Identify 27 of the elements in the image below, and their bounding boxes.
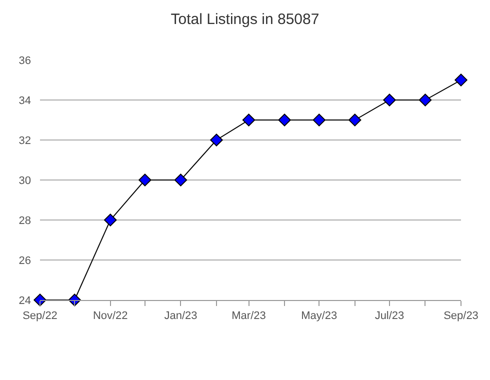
point: [348, 114, 362, 126]
y-tick-label: 24: [18, 294, 31, 307]
x-tick-label: Sep/23: [444, 310, 478, 322]
y-tick-label: 36: [18, 54, 31, 67]
point: [383, 94, 396, 106]
point: [418, 94, 432, 106]
point: [278, 114, 291, 126]
y-tick-label: 28: [18, 214, 31, 227]
point: [242, 114, 256, 126]
point: [174, 174, 188, 186]
point: [34, 294, 46, 306]
x-tick-label: Jan/23: [164, 310, 198, 322]
point: [138, 174, 152, 186]
point: [104, 214, 117, 226]
y-tick-label: 34: [18, 94, 31, 107]
y-tick-label: 30: [18, 174, 31, 187]
chart-title: Total Listings in 85087: [170, 10, 320, 28]
point: [210, 134, 223, 146]
point: [312, 114, 326, 126]
point: [454, 74, 468, 86]
x-tick-label: Nov/22: [92, 310, 128, 322]
x-tick-label: Mar/23: [232, 310, 266, 322]
x-tick-label: May/23: [301, 310, 338, 322]
y-tick-label: 32: [18, 134, 31, 147]
y-tick-label: 26: [18, 254, 31, 267]
x-tick-label: Jul/23: [374, 310, 404, 322]
x-tick-label: Sep/22: [22, 310, 58, 322]
